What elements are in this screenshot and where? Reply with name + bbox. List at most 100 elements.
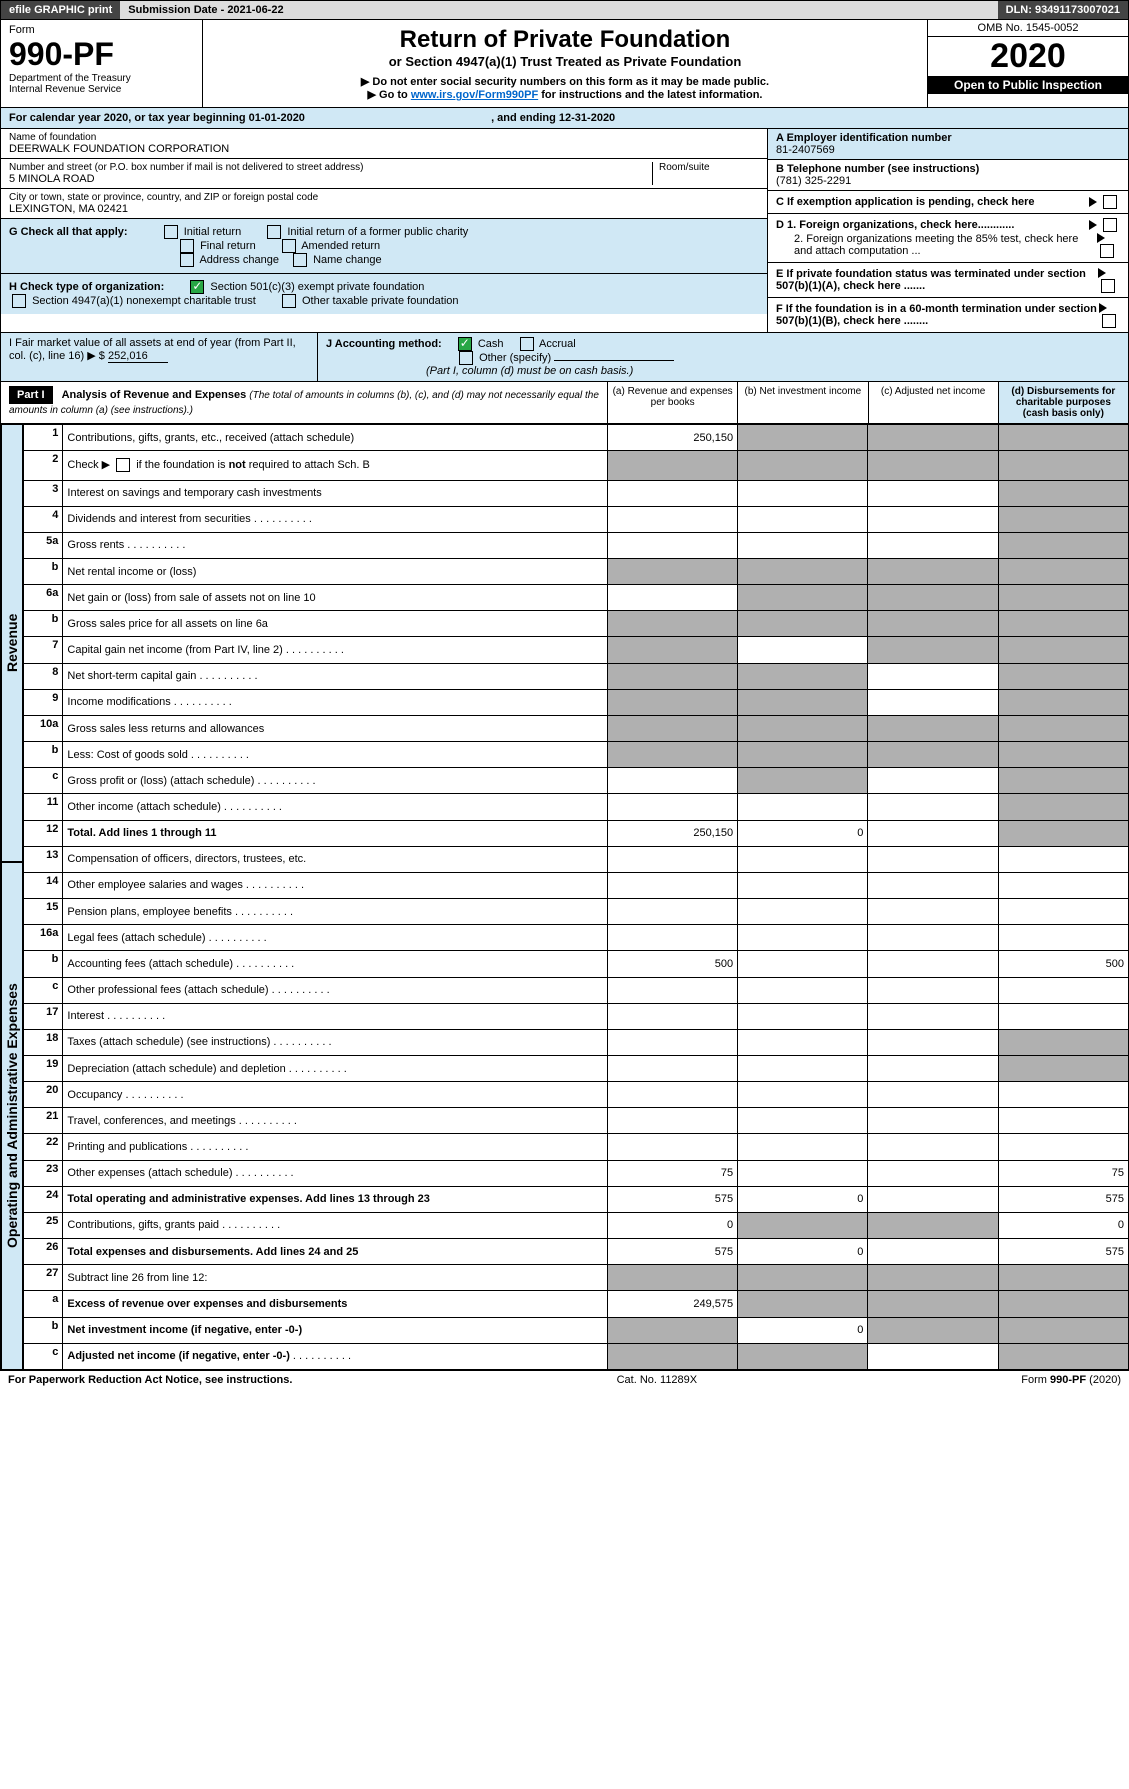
c-check[interactable]	[1103, 195, 1117, 209]
d1-check[interactable]	[1103, 218, 1117, 232]
e-row: E If private foundation status was termi…	[768, 263, 1128, 298]
d-row: D 1. Foreign organizations, check here..…	[768, 214, 1128, 263]
efile-print[interactable]: efile GRAPHIC print	[1, 1, 120, 19]
line-10a: 10aGross sales less returns and allowanc…	[24, 715, 1129, 741]
header-mid: Return of Private Foundation or Section …	[203, 20, 927, 107]
f-check[interactable]	[1102, 314, 1116, 328]
line-5b: bNet rental income or (loss)	[24, 559, 1129, 585]
arrow-icon	[1089, 197, 1097, 207]
g-label: G Check all that apply:	[9, 226, 128, 238]
j-accrual[interactable]	[520, 337, 534, 351]
line-20: 20Occupancy	[24, 1082, 1129, 1108]
foundation-right: A Employer identification number 81-2407…	[768, 129, 1128, 332]
foundation-city: LEXINGTON, MA 02421	[9, 203, 759, 215]
d2-check[interactable]	[1100, 244, 1114, 258]
line-17: 17Interest	[24, 1003, 1129, 1029]
j-other-label: Other (specify)	[479, 352, 551, 364]
header-left: Form 990-PF Department of the Treasury I…	[1, 20, 203, 107]
g-amended[interactable]	[282, 239, 296, 253]
arrow-icon	[1097, 233, 1105, 243]
g-row: G Check all that apply: Initial return I…	[1, 219, 767, 274]
part1-title: Analysis of Revenue and Expenses	[62, 389, 247, 401]
j-cash-label: Cash	[478, 338, 504, 350]
part1-header: Part I Analysis of Revenue and Expenses …	[0, 382, 1129, 424]
irs-link[interactable]: www.irs.gov/Form990PF	[411, 89, 538, 101]
line-23: 23Other expenses (attach schedule)7575	[24, 1160, 1129, 1186]
open-public: Open to Public Inspection	[928, 76, 1128, 94]
j-cash[interactable]	[458, 337, 472, 351]
h-other-taxable[interactable]	[282, 294, 296, 308]
g-initial-former[interactable]	[267, 225, 281, 239]
i-block: I Fair market value of all assets at end…	[1, 333, 318, 381]
ij-row: I Fair market value of all assets at end…	[0, 333, 1129, 382]
h-501c3[interactable]	[190, 280, 204, 294]
foundation-info: Name of foundation DEERWALK FOUNDATION C…	[0, 129, 1129, 333]
form-title: Return of Private Foundation	[209, 26, 921, 54]
line-26: 26Total expenses and disbursements. Add …	[24, 1239, 1129, 1265]
line-27b: bNet investment income (if negative, ent…	[24, 1317, 1129, 1343]
col-c-head: (c) Adjusted net income	[868, 382, 998, 423]
irs: Internal Revenue Service	[9, 84, 194, 95]
a-label: A Employer identification number	[776, 132, 952, 144]
name-block: Name of foundation DEERWALK FOUNDATION C…	[1, 129, 767, 159]
arrow-icon	[1099, 303, 1107, 313]
form-header: Form 990-PF Department of the Treasury I…	[0, 20, 1129, 108]
line-8: 8Net short-term capital gain	[24, 663, 1129, 689]
room-label: Room/suite	[659, 162, 759, 173]
line-16a: 16aLegal fees (attach schedule)	[24, 925, 1129, 951]
line-22: 22Printing and publications	[24, 1134, 1129, 1160]
footer-right: Form 990-PF (2020)	[1021, 1374, 1121, 1386]
h-row: H Check type of organization: Section 50…	[1, 274, 767, 314]
phone-block: B Telephone number (see instructions) (7…	[768, 160, 1128, 191]
line-18: 18Taxes (attach schedule) (see instructi…	[24, 1029, 1129, 1055]
warning-1: ▶ Do not enter social security numbers o…	[209, 75, 921, 88]
line-16c: cOther professional fees (attach schedul…	[24, 977, 1129, 1003]
part1-left: Part I Analysis of Revenue and Expenses …	[1, 382, 607, 423]
footer: For Paperwork Reduction Act Notice, see …	[0, 1370, 1129, 1389]
expenses-vlabel: Operating and Administrative Expenses	[1, 862, 23, 1370]
line-3: 3Interest on savings and temporary cash …	[24, 480, 1129, 506]
g-final-return[interactable]	[180, 239, 194, 253]
cal-mid: , and ending	[491, 112, 559, 124]
d1-label: D 1. Foreign organizations, check here..…	[776, 219, 1014, 231]
line-4: 4Dividends and interest from securities	[24, 506, 1129, 532]
calendar-year-row: For calendar year 2020, or tax year begi…	[0, 108, 1129, 129]
warning-2: ▶ Go to www.irs.gov/Form990PF for instru…	[209, 88, 921, 101]
h-label: H Check type of organization:	[9, 281, 164, 293]
line-11: 11Other income (attach schedule)	[24, 794, 1129, 820]
d2-label: 2. Foreign organizations meeting the 85%…	[776, 233, 1097, 257]
warn2-pre: ▶ Go to	[368, 89, 411, 101]
dln: DLN: 93491173007021	[998, 1, 1128, 19]
line2-check[interactable]	[116, 458, 130, 472]
ein-block: A Employer identification number 81-2407…	[768, 129, 1128, 160]
tax-year: 2020	[928, 37, 1128, 76]
submission-date: Submission Date - 2021-06-22	[120, 1, 997, 19]
line-12: 12Total. Add lines 1 through 11250,1500	[24, 820, 1129, 846]
arrow-icon	[1098, 268, 1106, 278]
g-opt-1: Initial return of a former public charit…	[287, 226, 468, 238]
cal-pre: For calendar year 2020, or tax year begi…	[9, 112, 249, 124]
g-initial-return[interactable]	[164, 225, 178, 239]
footer-mid: Cat. No. 11289X	[617, 1374, 698, 1386]
h-opt1: Section 501(c)(3) exempt private foundat…	[210, 281, 424, 293]
line-24: 24Total operating and administrative exp…	[24, 1186, 1129, 1212]
h-opt3: Other taxable private foundation	[302, 295, 459, 307]
line-6b: bGross sales price for all assets on lin…	[24, 611, 1129, 637]
col-a-head: (a) Revenue and expenses per books	[607, 382, 737, 423]
h-4947[interactable]	[12, 294, 26, 308]
city-label: City or town, state or province, country…	[9, 192, 759, 203]
g-address-change[interactable]	[180, 253, 194, 267]
line-9: 9Income modifications	[24, 689, 1129, 715]
j-other[interactable]	[459, 351, 473, 365]
h-opt2: Section 4947(a)(1) nonexempt charitable …	[32, 295, 256, 307]
main-grid: Revenue Operating and Administrative Exp…	[0, 424, 1129, 1370]
g-name-change[interactable]	[293, 253, 307, 267]
j-note: (Part I, column (d) must be on cash basi…	[426, 365, 633, 377]
e-check[interactable]	[1101, 279, 1115, 293]
main-table: 1Contributions, gifts, grants, etc., rec…	[23, 424, 1129, 1370]
cal-begin: 01-01-2020	[249, 112, 305, 124]
foundation-addr: 5 MINOLA ROAD	[9, 173, 652, 185]
line-10b: bLess: Cost of goods sold	[24, 742, 1129, 768]
footer-left: For Paperwork Reduction Act Notice, see …	[8, 1374, 292, 1386]
line-6a: 6aNet gain or (loss) from sale of assets…	[24, 585, 1129, 611]
